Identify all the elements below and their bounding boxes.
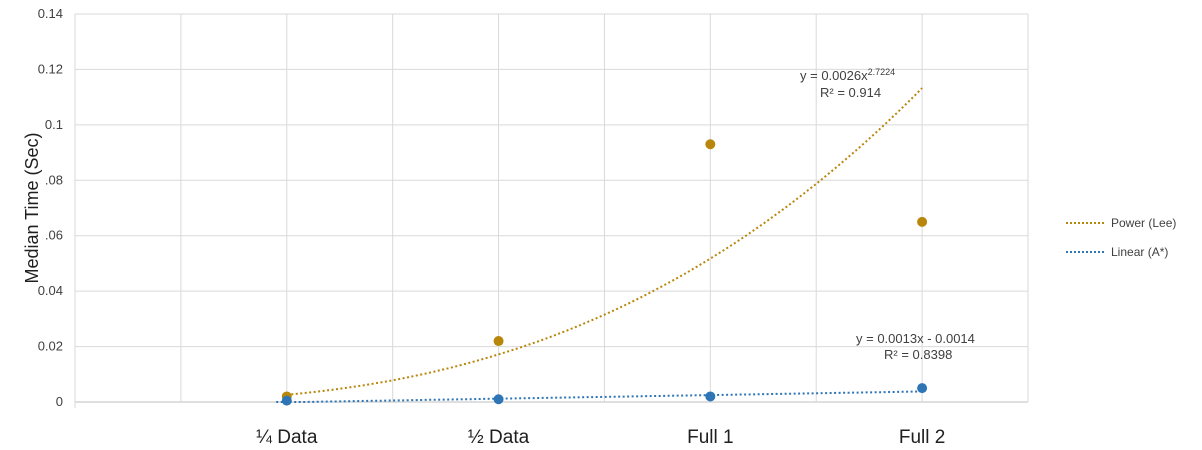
x-tick-label: Full 2 (899, 427, 945, 448)
lee-r2: R² = 0.914 (820, 85, 881, 100)
legend-label-astar: Linear (A*) (1111, 245, 1168, 259)
astar-equation: y = 0.0013x - 0.0014 (856, 331, 975, 346)
y-tick-label: .06 (45, 228, 63, 243)
lee-equation-exponent: 2.7224 (868, 67, 896, 77)
grid-lines (74, 13, 1029, 408)
x-tick-label: ¼ Data (256, 427, 318, 448)
y-tick-label: 0.04 (38, 283, 63, 298)
y-tick-label: 0.02 (38, 339, 63, 354)
x-tick-labels: ¼ Data ½ Data Full 1 Full 2 (256, 427, 945, 448)
data-point-astar (917, 383, 928, 394)
data-point-astar (705, 391, 716, 402)
trendline-annotations: y = 0.0026x2.7224 R² = 0.914 y = 0.0013x… (800, 67, 975, 362)
y-axis-label: Median Time (Sec) (22, 132, 42, 283)
trendline-astar (276, 390, 923, 403)
legend: Power (Lee) Linear (A*) (1066, 216, 1176, 259)
astar-r2: R² = 0.8398 (884, 347, 952, 362)
y-tick-label: 0 (56, 394, 63, 409)
y-tick-labels: 0 0.02 0.04 .06 .08 0.1 0.12 0.14 (38, 6, 63, 409)
data-point-lee (917, 216, 928, 227)
data-point-astar (493, 394, 504, 405)
data-point-astar (281, 395, 292, 406)
trendlines (276, 87, 923, 403)
y-tick-label: .08 (45, 172, 63, 187)
data-point-lee (493, 336, 504, 347)
x-tick-label: Full 1 (687, 427, 733, 448)
y-tick-label: 0.1 (45, 117, 63, 132)
legend-label-lee: Power (Lee) (1111, 216, 1176, 230)
data-point-lee (705, 139, 716, 150)
y-tick-label: 0.12 (38, 61, 63, 76)
lee-equation-base: y = 0.0026x (800, 68, 868, 83)
lee-equation: y = 0.0026x2.7224 (800, 67, 895, 83)
trendline-lee (286, 87, 923, 396)
data-points (281, 139, 928, 406)
y-tick-label: 0.14 (38, 6, 63, 21)
x-tick-label: ½ Data (468, 427, 530, 448)
